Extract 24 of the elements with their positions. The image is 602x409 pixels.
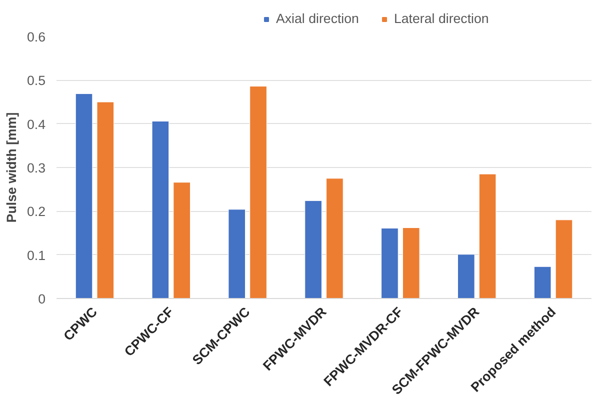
y-tick-label: 0.4 — [26, 116, 46, 132]
bar — [250, 86, 267, 298]
bar — [152, 120, 170, 298]
bar — [228, 209, 246, 298]
y-tick-label: 0.6 — [26, 30, 46, 44]
legend-label: Lateral direction — [394, 11, 489, 26]
bar — [326, 178, 344, 298]
bar — [173, 182, 190, 298]
bar — [96, 102, 114, 298]
y-tick-label: 0.3 — [26, 160, 46, 176]
bar — [304, 200, 322, 298]
bar — [478, 174, 496, 298]
y-tick-label: 0 — [38, 292, 46, 306]
y-tick-label: 0.5 — [26, 73, 46, 88]
bar — [75, 93, 93, 298]
bar — [402, 228, 420, 298]
legend-label: Axial direction — [276, 11, 359, 26]
bar — [381, 228, 398, 298]
y-tick-label: 0.2 — [26, 204, 46, 220]
bar — [534, 266, 552, 298]
y-tick-label: 0.1 — [26, 248, 46, 263]
bar — [458, 254, 475, 298]
bar — [555, 220, 573, 298]
y-axis-title: Pulse width [mm] — [4, 112, 19, 223]
